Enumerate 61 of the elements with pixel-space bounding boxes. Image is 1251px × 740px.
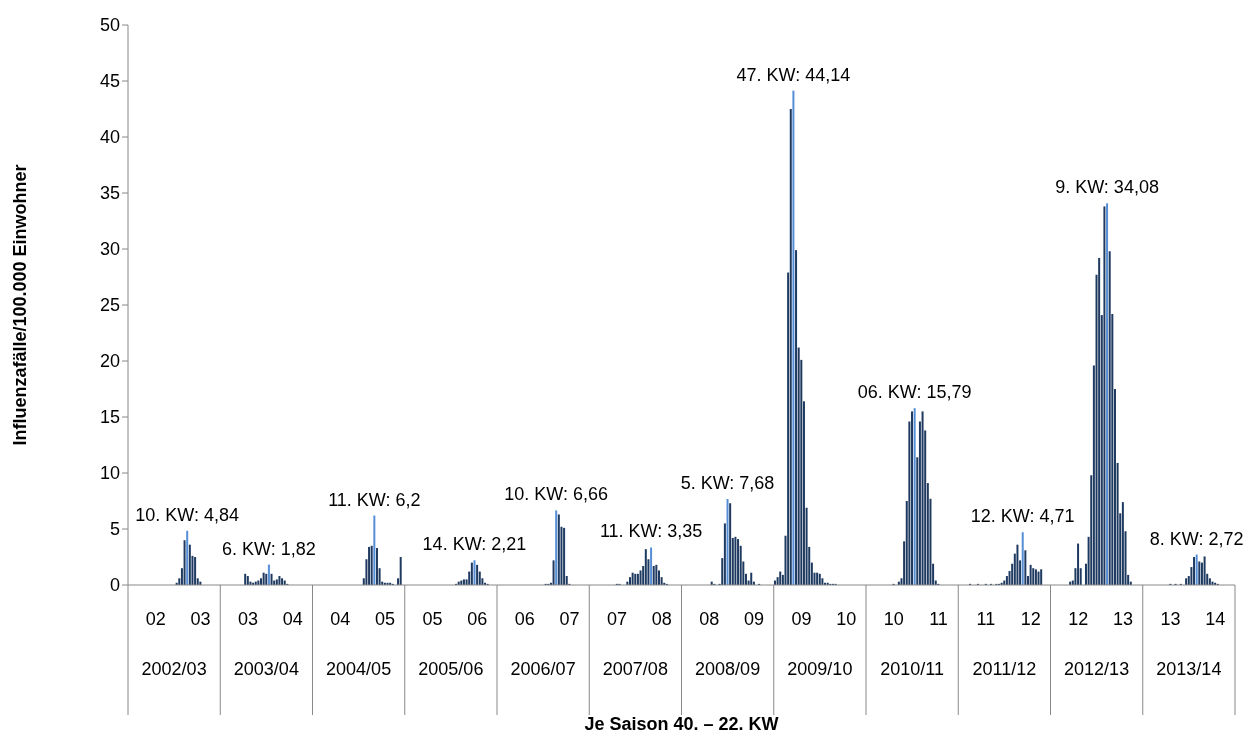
text: 2008/09 [695, 659, 761, 679]
x-tick-label: 09 [743, 609, 764, 629]
x-tick-label: 08 [651, 609, 672, 629]
data-label: 9. KW: 34,08 [1055, 177, 1159, 198]
x-tick-label: 03 [190, 609, 211, 629]
y-tick-label: 50 [99, 15, 120, 36]
text: 2005/06 [418, 659, 484, 679]
x-tick-label: 07 [606, 609, 627, 629]
y-tick-label: 45 [99, 71, 120, 92]
data-label: 11. KW: 6,2 [328, 489, 421, 510]
data-label: 47. KW: 44,14 [736, 64, 851, 85]
text: 2006/07 [510, 659, 576, 679]
y-tick-label: 20 [99, 351, 120, 372]
data-label: 11. KW: 3,35 [599, 521, 703, 542]
text: 2009/10 [787, 659, 853, 679]
y-tick-label: 0 [109, 575, 120, 596]
x-tick-label: 14 [1205, 609, 1226, 629]
y-tick-label: 10 [99, 463, 120, 484]
x-tick-label: 05 [374, 609, 395, 629]
x-tick-label: 06 [514, 609, 535, 629]
text: 2007/08 [602, 659, 668, 679]
x-tick-label: 13 [1160, 609, 1181, 629]
text: 2010/11 [880, 659, 944, 679]
data-label: 06. KW: 15,79 [857, 382, 972, 403]
text: 2002/03 [141, 659, 207, 679]
x-tick-label: 02 [145, 609, 166, 629]
y-tick-label: 15 [99, 407, 120, 428]
data-label: 14. KW: 2,21 [422, 534, 527, 555]
y-tick-label: 30 [99, 239, 120, 260]
x-tick-label: 07 [559, 609, 580, 629]
x-tick-label: 08 [699, 609, 720, 629]
data-label: 10. KW: 4,84 [135, 504, 240, 525]
x-tick-label: 10 [883, 609, 904, 629]
y-tick-label: 35 [99, 183, 120, 204]
x-tick-label: 04 [282, 609, 303, 629]
x-tick-label: 11 [929, 609, 948, 629]
text: 2004/05 [326, 659, 392, 679]
data-label: 8. KW: 2,72 [1149, 528, 1244, 549]
data-label: 10. KW: 6,66 [504, 484, 609, 505]
x-tick-label: 13 [1112, 609, 1133, 629]
x-axis-title: Je Saison 40. – 22. KW [584, 714, 779, 734]
y-tick-label: 40 [99, 127, 120, 148]
x-tick-label: 10 [836, 609, 857, 629]
data-label: 5. KW: 7,68 [680, 472, 775, 493]
text: 2003/04 [233, 659, 299, 679]
x-tick-label: 11 [976, 609, 996, 629]
text: 2011/12 [972, 659, 1037, 679]
text: 2013/14 [1156, 659, 1222, 679]
data-label: 12. KW: 4,71 [970, 506, 1075, 527]
data-label: 6. KW: 1,82 [222, 538, 316, 559]
y-tick-label: 25 [99, 295, 120, 316]
y-tick-label: 5 [109, 519, 120, 540]
y-axis-title: Influenzafälle/100.000 Einwohner [10, 164, 31, 446]
x-tick-label: 09 [791, 609, 812, 629]
text: 2012/13 [1064, 659, 1130, 679]
x-tick-label: 03 [237, 609, 258, 629]
x-tick-label: 04 [330, 609, 351, 629]
x-tick-label: 06 [467, 609, 488, 629]
x-tick-label: 12 [1020, 609, 1041, 629]
x-tick-label: 05 [422, 609, 443, 629]
x-tick-label: 12 [1068, 609, 1089, 629]
